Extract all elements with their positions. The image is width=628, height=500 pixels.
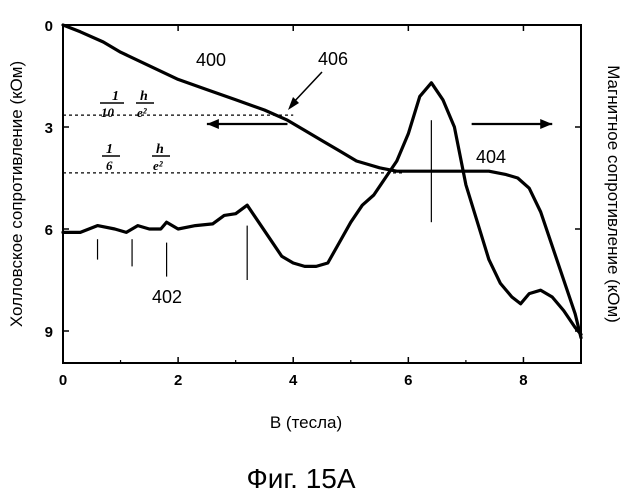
x-tick-label: 2 (174, 372, 182, 389)
x-tick-label: 6 (404, 372, 412, 389)
y-tick-label: 3 (45, 120, 53, 137)
annotation-406: 406 (318, 49, 348, 69)
y-tick-label: 0 (45, 18, 53, 35)
x-tick-label: 4 (289, 372, 298, 389)
y-tick-label: 9 (45, 324, 53, 341)
annotation-406-pointer (292, 72, 322, 104)
ref-label-1-10: 1 10 h e² (100, 89, 154, 120)
figure-caption: Фиг. 15A (246, 463, 355, 494)
x-axis-label: B (тесла) (270, 413, 342, 432)
annotation-400: 400 (196, 50, 226, 70)
arrow-left-head (207, 119, 219, 129)
series-line-400 (63, 25, 581, 338)
y-axis-label-left: Холловское сопротивление (кОм) (7, 61, 26, 327)
x-tick-label: 8 (519, 372, 527, 389)
series-line-402 (63, 83, 581, 335)
annotation-404: 404 (476, 147, 506, 167)
y-tick-label: 6 (45, 222, 53, 239)
ref-label-1-6-h: h (156, 142, 164, 157)
ref-label-1-10-h: h (140, 89, 148, 104)
x-tick-label: 0 (59, 372, 67, 389)
plot-frame (63, 25, 581, 363)
ref-label-1-6-num: 1 (106, 142, 113, 157)
ref-label-1-6-den: 6 (106, 158, 113, 173)
ref-label-1-10-e: e² (137, 105, 148, 120)
ref-label-1-6-e: e² (153, 158, 164, 173)
annotation-402: 402 (152, 287, 182, 307)
arrow-right-head (540, 119, 552, 129)
ref-label-1-6: 1 6 h e² (102, 142, 170, 173)
ref-label-1-10-num: 1 (112, 89, 119, 104)
y-axis-label-right: Магнитное сопротивление (кОм) (604, 65, 623, 323)
ref-label-1-10-den: 10 (101, 105, 115, 120)
